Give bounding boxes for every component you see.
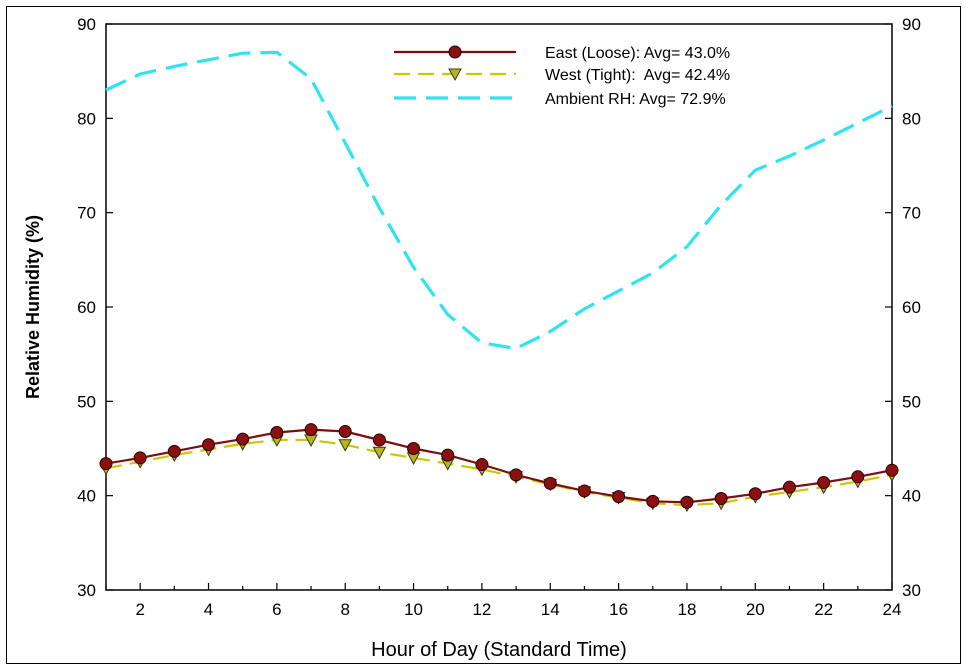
legend-label-ambient: Ambient RH: Avg= 72.9% xyxy=(545,91,726,108)
east-data-point xyxy=(407,442,421,455)
east-data-point xyxy=(714,491,728,505)
y-tick-label-right: 50 xyxy=(902,392,921,411)
legend-label-east: East (Loose): Avg= 43.0% xyxy=(545,45,730,62)
legend: East (Loose): Avg= 43.0% West (Tight): Av… xyxy=(394,45,730,108)
y-tick-label-left: 30 xyxy=(77,581,96,600)
plot-area xyxy=(105,23,893,591)
y-tick-label-right: 30 xyxy=(902,581,921,600)
series-line-ambient xyxy=(105,50,893,351)
east-data-point xyxy=(646,494,660,508)
data-series xyxy=(99,50,899,513)
east-data-point xyxy=(475,458,489,472)
east-data-point xyxy=(748,487,762,501)
y-tick-label-left: 70 xyxy=(77,204,96,223)
east-data-point xyxy=(577,484,591,498)
x-tick-label: 22 xyxy=(814,600,833,619)
east-data-point xyxy=(885,463,899,477)
east-data-point xyxy=(441,448,455,462)
east-data-point xyxy=(133,451,147,465)
x-tick-label: 24 xyxy=(883,600,902,619)
legend-marker-west xyxy=(448,68,462,82)
y-tick-label-right: 40 xyxy=(902,487,921,506)
east-data-point xyxy=(202,438,216,452)
y-tick-label-left: 60 xyxy=(77,298,96,317)
east-data-point xyxy=(680,495,694,509)
x-tick-label: 14 xyxy=(541,600,560,619)
x-tick-label: 20 xyxy=(746,600,765,619)
east-data-point xyxy=(509,468,523,482)
east-data-point xyxy=(817,475,831,489)
east-data-point xyxy=(270,425,284,439)
east-data-point xyxy=(612,490,626,504)
east-data-point xyxy=(99,457,113,471)
x-tick-label: 12 xyxy=(472,600,491,619)
legend-label-west: West (Tight): Avg= 42.4% xyxy=(545,67,730,84)
y-axis-title: Relative Humidity (%) xyxy=(23,215,43,399)
east-data-point xyxy=(851,470,865,484)
series-line-east xyxy=(105,428,893,504)
y-tick-label-right: 80 xyxy=(902,109,921,128)
x-tick-label: 6 xyxy=(272,600,281,619)
x-tick-label: 10 xyxy=(404,600,423,619)
y-tick-label-right: 70 xyxy=(902,204,921,223)
x-tick-label: 8 xyxy=(340,600,349,619)
series-line-west xyxy=(105,438,893,507)
y-tick-label-left: 50 xyxy=(77,392,96,411)
east-data-point xyxy=(372,433,386,447)
x-tick-label: 2 xyxy=(135,600,144,619)
x-tick-label: 18 xyxy=(677,600,696,619)
east-data-point xyxy=(338,425,352,439)
legend-marker-east xyxy=(448,45,462,59)
east-data-point xyxy=(236,432,250,446)
east-data-point xyxy=(543,476,557,490)
y-tick-label-right: 60 xyxy=(902,298,921,317)
x-axis-title: Hour of Day (Standard Time) xyxy=(371,639,627,661)
figure-frame xyxy=(6,6,961,664)
east-data-point xyxy=(304,423,318,437)
y-tick-label-left: 90 xyxy=(77,15,96,34)
y-tick-label-right: 90 xyxy=(902,15,921,34)
y-tick-label-left: 80 xyxy=(77,109,96,128)
west-data-point xyxy=(338,439,353,452)
y-tick-label-left: 40 xyxy=(77,487,96,506)
x-tick-label: 4 xyxy=(204,600,213,619)
east-data-point xyxy=(167,444,181,458)
x-tick-label: 16 xyxy=(609,600,628,619)
west-data-point xyxy=(372,446,387,460)
east-data-point xyxy=(782,480,796,494)
